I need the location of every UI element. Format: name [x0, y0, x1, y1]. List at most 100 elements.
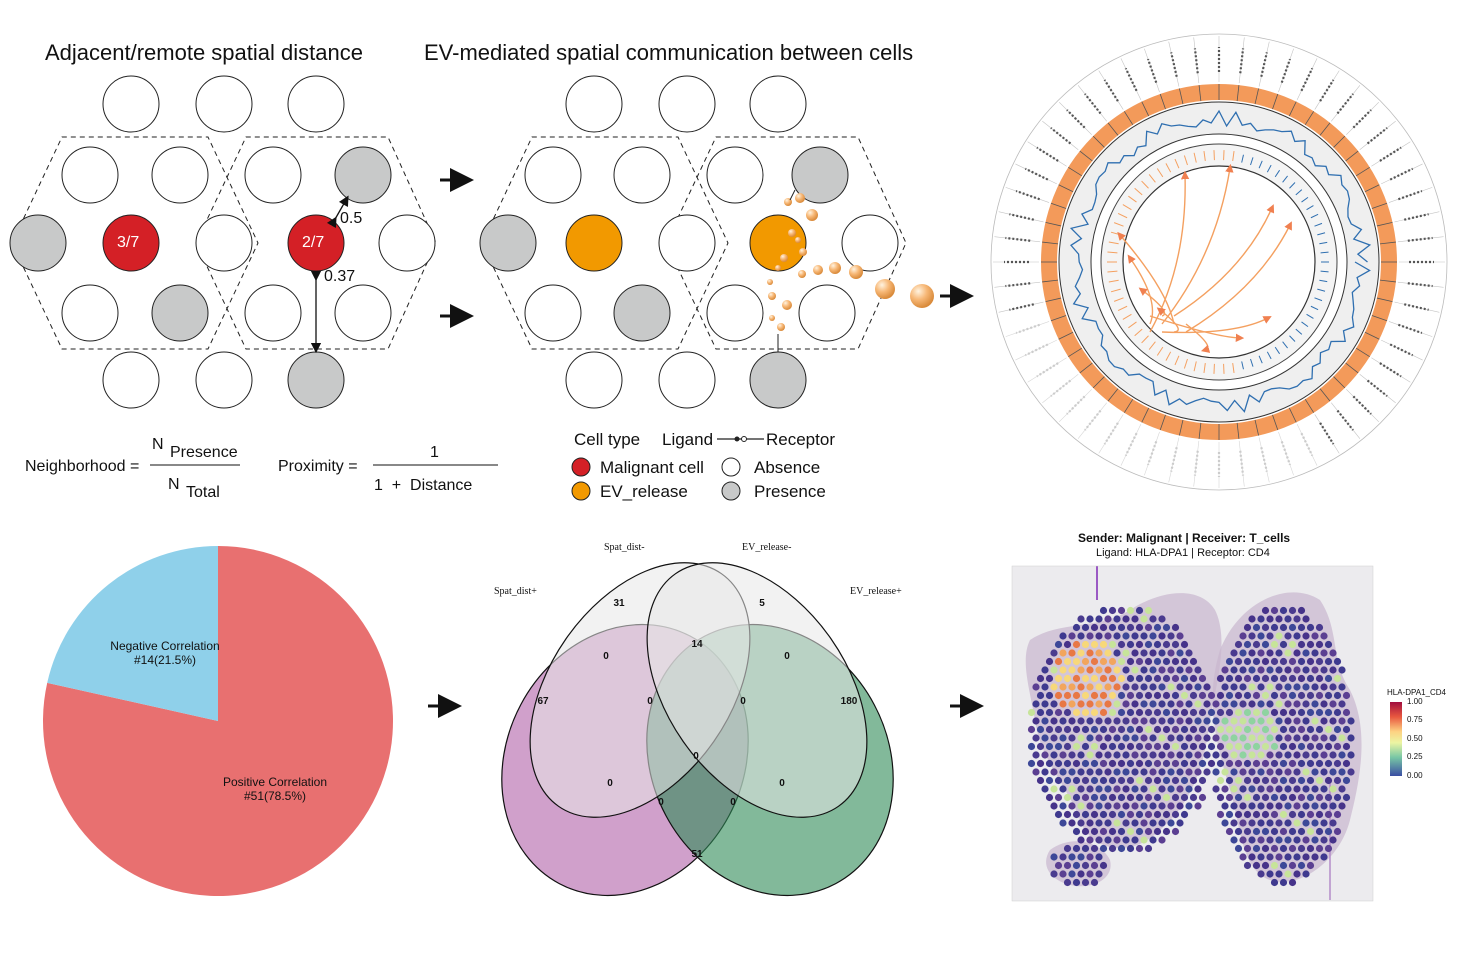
- legend-absence-swatch: [721, 457, 741, 477]
- venn-set-ev-release-minus: [646, 562, 868, 818]
- venn-region-count: 0: [647, 696, 653, 707]
- cell-absence: [244, 284, 302, 342]
- venn-region-count: 0: [607, 778, 613, 789]
- legend-tick: 0.00: [1407, 771, 1423, 780]
- circos-orange-ticks: [1107, 150, 1329, 374]
- cell-presence: [334, 146, 392, 204]
- cell-absence: [61, 146, 119, 204]
- cell-ratio-right: 2/7: [302, 234, 325, 251]
- cell-absence: [334, 284, 392, 342]
- ev-vesicles: [767, 193, 934, 331]
- cell-absence: [195, 75, 253, 133]
- pie-label-positive: Positive Correlation #51(78.5%): [222, 775, 328, 803]
- cell-absence: [565, 75, 623, 133]
- cell-ev-release: [749, 214, 807, 272]
- cell-absence: [524, 146, 582, 204]
- venn-region-count: 0: [603, 651, 609, 662]
- legend-ev-swatch: [571, 481, 591, 501]
- cell-ratio-left: 3/7: [117, 234, 140, 251]
- hex-outline-left: [11, 136, 259, 350]
- cell-presence: [287, 351, 345, 409]
- legend-tick: 0.50: [1407, 734, 1423, 743]
- hex-outline-left: [481, 136, 729, 350]
- legend-tick: 0.75: [1407, 715, 1423, 724]
- cell-absence: [798, 284, 856, 342]
- venn-region-count: 0: [784, 651, 790, 662]
- legend-malignant-swatch: [571, 457, 591, 477]
- pie-slice: [47, 546, 218, 721]
- cell-absence: [151, 146, 209, 204]
- venn-region-count: 0: [740, 696, 746, 707]
- proximity-numerator: 1: [430, 444, 439, 461]
- cell-absence: [244, 146, 302, 204]
- cell-presence: [151, 284, 209, 342]
- cell-presence: [479, 214, 537, 272]
- venn-region-count: 0: [730, 797, 736, 808]
- circos-chords: [1117, 163, 1292, 353]
- correlation-pie-chart: [42, 546, 393, 896]
- cell-presence: [613, 284, 671, 342]
- cell-presence: [791, 146, 849, 204]
- cell-ev-release: [565, 214, 623, 272]
- distance-label-short: 0.5: [340, 210, 363, 227]
- cell-absence: [749, 75, 807, 133]
- distance-label-long: 0.37: [324, 268, 356, 285]
- cell-absence: [613, 146, 671, 204]
- venn-region-count: 180: [840, 696, 858, 707]
- cell-absence: [195, 351, 253, 409]
- legend-presence: Presence: [754, 482, 826, 501]
- legend-cell-type: Cell type: [574, 430, 641, 449]
- legend-malignant: Malignant cell: [600, 458, 704, 477]
- cell-absence: [524, 284, 582, 342]
- venn-label-ev-release-plus: EV_release+: [850, 586, 902, 597]
- circos-label-ring: [990, 33, 1448, 491]
- venn-region-count: 0: [779, 778, 785, 789]
- cell-presence: [9, 214, 67, 272]
- legend-tick: 0.25: [1407, 752, 1423, 761]
- spatial-title: Sender: Malignant | Receiver: T_cells: [1078, 531, 1291, 545]
- n-presence-symbol: N: [152, 436, 164, 453]
- proximity-label: Proximity =: [278, 458, 358, 475]
- legend-tick: 1.00: [1407, 697, 1423, 706]
- venn-region-count: 14: [691, 639, 703, 650]
- color-scale-bar: [1390, 702, 1402, 776]
- venn-region-count: 0: [658, 797, 664, 808]
- distance-arrow-short: [326, 195, 349, 229]
- hex-outline-right: [195, 136, 437, 350]
- cell-absence: [378, 214, 436, 272]
- spatial-legend-title: HLA-DPA1_CD4: [1387, 688, 1446, 697]
- cell-absence: [102, 75, 160, 133]
- venn-region-count: 0: [693, 751, 699, 762]
- legend-ligand: Ligand: [662, 430, 714, 449]
- legend-presence-swatch: [721, 481, 741, 501]
- circos-center: [1122, 165, 1316, 359]
- cell-presence: [749, 351, 807, 409]
- pie-slice: [42, 546, 393, 896]
- cell-absence: [658, 351, 716, 409]
- proximity-denominator: 1 + Distance: [374, 477, 473, 494]
- circos-sector-dividers: [1041, 84, 1397, 440]
- venn-region-count: 5: [759, 598, 765, 609]
- venn-diagram: [501, 562, 894, 897]
- ev-communication-panel: [479, 75, 934, 409]
- spatial-expression-map: [1011, 565, 1402, 902]
- circos-blue-track: [1069, 109, 1372, 413]
- cell-absence: [287, 75, 345, 133]
- spatial-subtitle: Ligand: HLA-DPA1 | Receptor: CD4: [1096, 547, 1270, 559]
- legend-absence: Absence: [754, 458, 821, 477]
- circos-label-ticks: [993, 36, 1445, 488]
- legend-receptor: Receptor: [766, 430, 835, 449]
- cell-absence: [658, 75, 716, 133]
- panel-b-title: EV-mediated spatial communication betwee…: [424, 40, 914, 65]
- neighborhood-label: Neighborhood =: [25, 458, 140, 475]
- venn-label-spat-dist-minus: Spat_dist-: [604, 542, 645, 553]
- legend-ev-release: EV_release: [600, 482, 688, 501]
- cell-absence: [565, 351, 623, 409]
- venn-region-count: 51: [691, 849, 703, 860]
- circos-plot: [990, 33, 1448, 491]
- pie-label-negative: Negative Correlation #14(21.5%): [110, 639, 220, 667]
- n-presence-subscript: Presence: [170, 444, 238, 461]
- map-frame: [1011, 565, 1374, 902]
- cell-absence: [706, 146, 764, 204]
